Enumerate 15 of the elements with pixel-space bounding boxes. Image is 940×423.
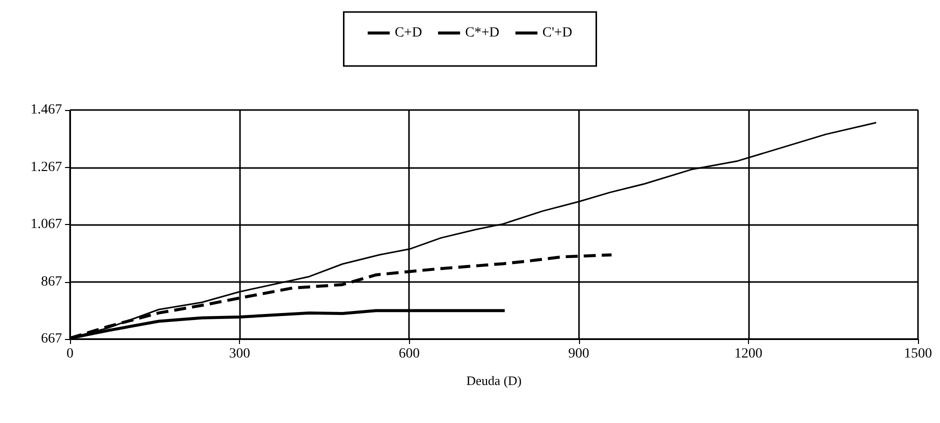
y-tick-label: 1.467	[30, 102, 62, 118]
legend-label: C'+D	[542, 26, 572, 40]
x-tick-label: 300	[229, 346, 250, 362]
x-tick-label: 600	[398, 346, 420, 362]
y-tick-label: 1.267	[30, 160, 62, 175]
y-tick-label: 867	[41, 274, 62, 290]
x-tick-label: 1200	[734, 346, 762, 362]
legend-label: C+D	[394, 26, 422, 40]
y-tick-label: 667	[41, 332, 62, 346]
x-tick-label: 900	[568, 346, 590, 362]
x-axis-title: Deuda (D)	[466, 373, 522, 388]
x-tick-label: 1500	[904, 346, 932, 362]
y-tick-label: 1.067	[30, 217, 62, 232]
x-tick-label: 0	[66, 346, 74, 362]
legend-label: C*+D	[465, 26, 500, 40]
